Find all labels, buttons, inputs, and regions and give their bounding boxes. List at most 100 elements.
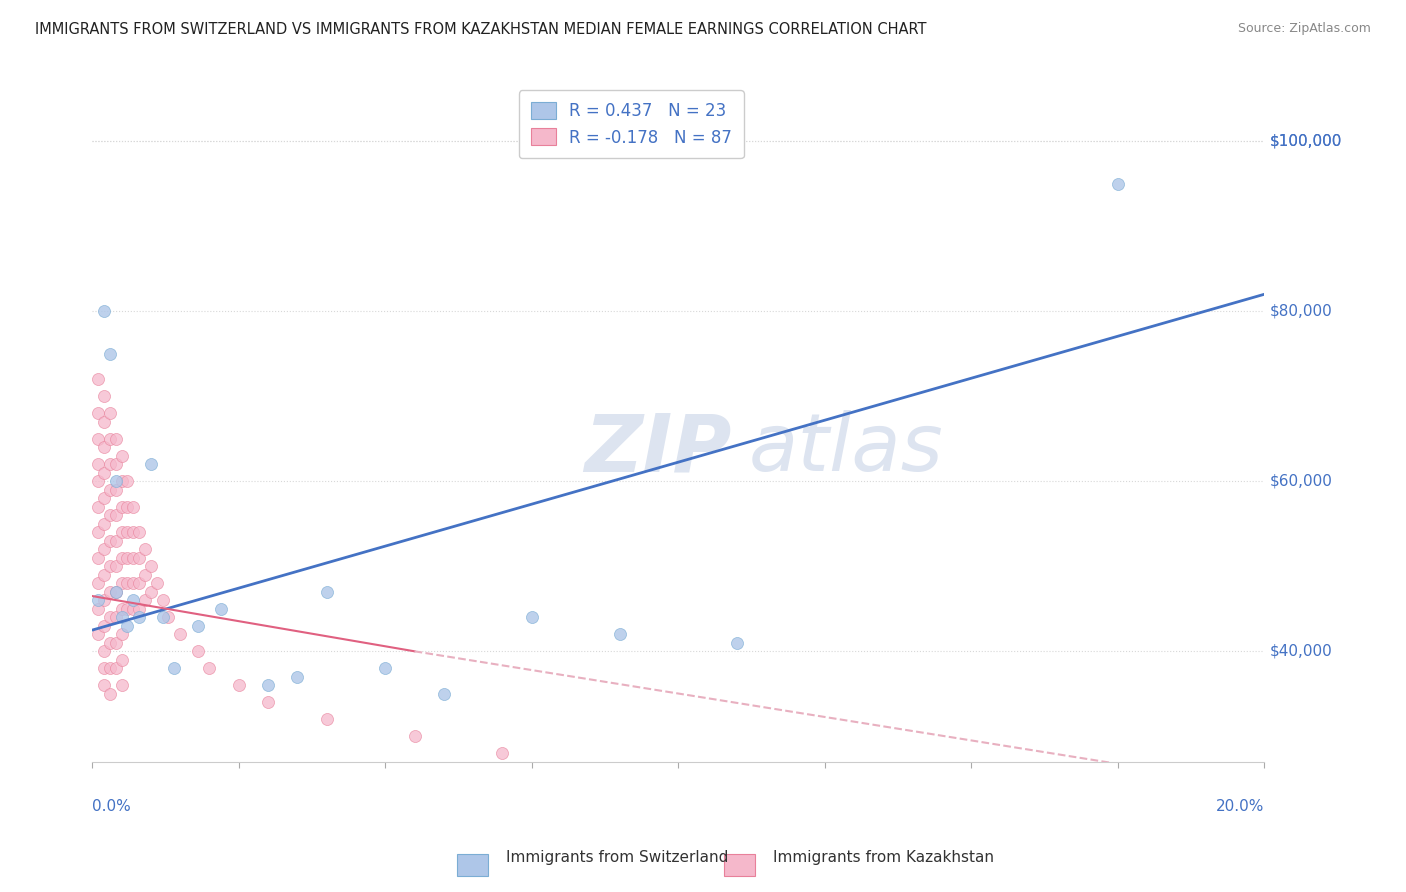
Point bbox=[122, 602, 145, 616]
Point bbox=[93, 567, 115, 582]
Text: Immigrants from Kazakhstan: Immigrants from Kazakhstan bbox=[773, 850, 994, 865]
Point bbox=[111, 576, 134, 591]
Point bbox=[152, 610, 174, 624]
Point bbox=[87, 406, 110, 420]
Point bbox=[93, 491, 115, 506]
Point bbox=[93, 516, 115, 531]
Point bbox=[117, 500, 139, 514]
Point bbox=[139, 559, 162, 574]
Point bbox=[111, 653, 134, 667]
Point bbox=[122, 500, 145, 514]
Point bbox=[117, 576, 139, 591]
Point bbox=[98, 636, 121, 650]
Point bbox=[285, 670, 308, 684]
Text: Immigrants from Switzerland: Immigrants from Switzerland bbox=[506, 850, 728, 865]
Point bbox=[87, 593, 110, 607]
Text: $100,000: $100,000 bbox=[1270, 134, 1343, 149]
Point bbox=[87, 500, 110, 514]
Point bbox=[93, 304, 115, 318]
Point bbox=[87, 627, 110, 641]
Point bbox=[111, 500, 134, 514]
Point bbox=[257, 678, 280, 692]
Point bbox=[104, 475, 127, 489]
Point bbox=[111, 610, 134, 624]
Point bbox=[98, 533, 121, 548]
Point bbox=[93, 678, 115, 692]
Point bbox=[152, 593, 174, 607]
Point bbox=[98, 610, 121, 624]
Point bbox=[122, 550, 145, 565]
Point bbox=[93, 542, 115, 557]
Point bbox=[87, 432, 110, 446]
Point bbox=[134, 542, 156, 557]
Text: atlas: atlas bbox=[748, 410, 943, 488]
Point bbox=[111, 475, 134, 489]
Point bbox=[163, 661, 186, 675]
Point bbox=[134, 593, 156, 607]
Point bbox=[93, 415, 115, 429]
Point bbox=[315, 712, 337, 726]
Point bbox=[93, 440, 115, 454]
Point bbox=[87, 475, 110, 489]
Point bbox=[117, 602, 139, 616]
Point bbox=[104, 584, 127, 599]
Point bbox=[134, 567, 156, 582]
Point bbox=[198, 661, 221, 675]
Point bbox=[257, 695, 280, 709]
Point bbox=[93, 661, 115, 675]
Point bbox=[609, 627, 631, 641]
Point bbox=[315, 584, 337, 599]
Point bbox=[111, 550, 134, 565]
Point bbox=[157, 610, 180, 624]
Text: 0.0%: 0.0% bbox=[93, 799, 131, 814]
Point bbox=[111, 678, 134, 692]
Point bbox=[104, 610, 127, 624]
Point bbox=[491, 746, 513, 760]
Point bbox=[139, 458, 162, 472]
Point bbox=[117, 475, 139, 489]
Point bbox=[128, 610, 150, 624]
Point bbox=[87, 525, 110, 540]
Point bbox=[98, 432, 121, 446]
Point bbox=[93, 389, 115, 403]
Point bbox=[104, 508, 127, 523]
Point bbox=[98, 347, 121, 361]
Point bbox=[122, 593, 145, 607]
Point bbox=[128, 576, 150, 591]
Point bbox=[404, 729, 426, 743]
Point bbox=[93, 619, 115, 633]
Point bbox=[111, 602, 134, 616]
Point bbox=[146, 576, 169, 591]
Point bbox=[104, 458, 127, 472]
Point bbox=[104, 661, 127, 675]
Point bbox=[139, 584, 162, 599]
Point bbox=[98, 483, 121, 497]
Legend: R = 0.437   N = 23, R = -0.178   N = 87: R = 0.437 N = 23, R = -0.178 N = 87 bbox=[519, 90, 744, 158]
Point bbox=[187, 644, 209, 658]
Point bbox=[87, 602, 110, 616]
Point bbox=[128, 602, 150, 616]
Point bbox=[104, 533, 127, 548]
Point bbox=[725, 636, 748, 650]
Point bbox=[104, 636, 127, 650]
Point bbox=[228, 678, 250, 692]
Text: $100,000: $100,000 bbox=[1270, 134, 1343, 149]
Point bbox=[1107, 177, 1129, 191]
Point bbox=[374, 661, 396, 675]
Point bbox=[433, 687, 456, 701]
Text: $40,000: $40,000 bbox=[1270, 644, 1333, 659]
Point bbox=[98, 559, 121, 574]
Point bbox=[104, 483, 127, 497]
Point bbox=[93, 593, 115, 607]
Point bbox=[98, 458, 121, 472]
Point bbox=[128, 550, 150, 565]
Point bbox=[122, 525, 145, 540]
Point bbox=[98, 508, 121, 523]
Point bbox=[169, 627, 191, 641]
Point bbox=[111, 525, 134, 540]
Point bbox=[111, 627, 134, 641]
Text: $60,000: $60,000 bbox=[1270, 474, 1333, 489]
Text: 20.0%: 20.0% bbox=[1216, 799, 1264, 814]
Point bbox=[117, 525, 139, 540]
Point bbox=[98, 584, 121, 599]
